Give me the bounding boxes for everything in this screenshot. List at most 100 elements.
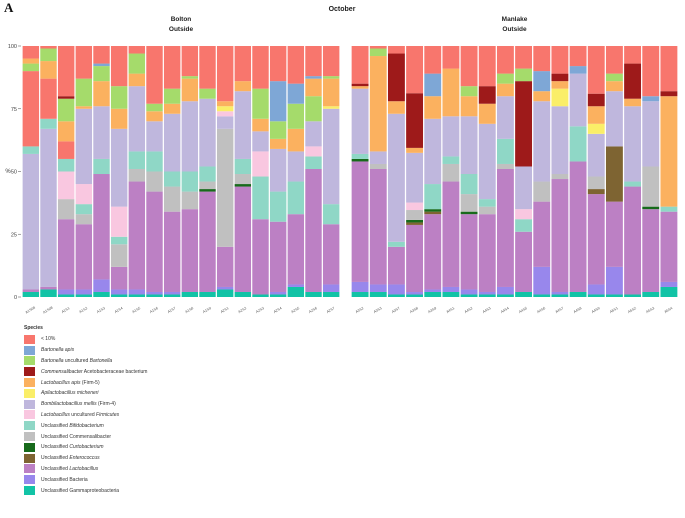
bar-segment [351, 161, 369, 282]
bar-segment [199, 88, 216, 99]
bar-segment [287, 286, 305, 297]
bar-segment [40, 118, 57, 129]
bar-segment [93, 63, 110, 67]
bar-segment [75, 224, 93, 290]
bar-segment [478, 123, 496, 200]
legend-item: Lactobacillus apis (Firm-5) [24, 377, 324, 388]
x-tick-label: A1S1 [61, 306, 71, 314]
bar-segment [199, 46, 216, 89]
bar-segment [252, 219, 269, 295]
bar-segment [128, 151, 146, 169]
bar-segment [605, 146, 623, 202]
legend-label: Unclassified Gammaproteobacteria [41, 487, 120, 494]
bar-segment [387, 101, 405, 114]
bar-segment [40, 61, 57, 79]
bar-segment [369, 48, 387, 57]
bar-segment [163, 113, 181, 172]
bar-segment [515, 68, 533, 82]
y-tick-label: 50 [11, 170, 17, 176]
bar-segment [252, 176, 269, 220]
bar-segment [460, 96, 478, 117]
x-tick-label: A3S3 [373, 306, 383, 314]
bar-segment [406, 294, 424, 297]
legend-label: Unclassified Bifidobacterium [41, 422, 104, 429]
legend-swatch [24, 421, 35, 431]
bar-segment [533, 101, 551, 182]
x-tick-label: A1S5 [132, 306, 142, 314]
bar-segment [287, 83, 305, 104]
x-tick-label: A1S08 [42, 306, 53, 315]
bar-segment [515, 231, 533, 292]
bar-segment [75, 294, 93, 297]
bar-segment [605, 81, 623, 92]
bar-segment [478, 206, 496, 215]
panel-title: Manlake [502, 16, 528, 23]
bar-segment [287, 284, 305, 287]
bar-segment [442, 68, 460, 117]
legend-swatch [24, 453, 35, 463]
bar-segment [322, 204, 340, 225]
legend-swatch [24, 399, 35, 409]
bar-segment [351, 153, 369, 159]
bar-segment [252, 151, 269, 177]
x-tick-label: A1S7 [167, 306, 177, 314]
bar-segment [93, 106, 110, 159]
bar-segment [234, 46, 252, 82]
bar-segment [269, 191, 287, 222]
bar-segment [128, 168, 146, 182]
bar-segment [269, 291, 287, 295]
y-tick-label: 0 [14, 295, 17, 301]
bar-segment [406, 152, 424, 203]
bar-segment [287, 181, 305, 215]
bar-segment [442, 286, 460, 292]
bar-segment [199, 166, 216, 182]
bar-segment [551, 291, 569, 295]
bar-segment [22, 58, 40, 64]
legend-title: Species [24, 325, 43, 331]
x-tick-label: A3S2 [355, 306, 365, 314]
legend-label: Lactobacillus apis (Firm-5) [41, 379, 100, 386]
legend-label: Bartonella apis [41, 347, 75, 354]
legend-item: Unclassified Curtobacterium [24, 442, 324, 453]
bar-segment [406, 93, 424, 148]
bar-segment [660, 211, 678, 282]
bar-segment [181, 46, 199, 77]
bar-segment [269, 294, 287, 297]
bar-segment [146, 294, 163, 297]
bar-segment [551, 294, 569, 297]
y-tick-label: 75 [11, 107, 17, 113]
bar-segment [199, 189, 216, 192]
bar-segment [406, 202, 424, 211]
bar-segment [460, 194, 478, 212]
x-tick-label: A5S2 [627, 306, 637, 314]
bar-segment [181, 76, 199, 79]
x-tick-label: A1S6 [149, 306, 159, 314]
bar-segment [234, 186, 252, 292]
bar-segment [478, 291, 496, 295]
bar-segment [442, 116, 460, 157]
bar-segment [128, 181, 146, 290]
bar-segment [57, 158, 75, 172]
legend-label: Bombilactobacillus mellis (Firm-4) [41, 401, 116, 408]
bar-segment [605, 46, 623, 74]
bar-segment [551, 46, 569, 74]
x-tick-label: A4S1 [446, 306, 456, 314]
bar-segment [660, 286, 678, 297]
bar-segment [351, 281, 369, 292]
bar-segment [269, 148, 287, 192]
bar-segment [40, 48, 57, 62]
bar-segment [642, 209, 660, 292]
bar-segment [460, 214, 478, 290]
bar-segment [424, 291, 442, 297]
bar-segment [551, 106, 569, 175]
legend-item: Bombilactobacillus mellis (Firm-4) [24, 399, 324, 410]
legend-swatch [24, 367, 35, 377]
bar-segment [351, 291, 369, 297]
bar-segment [478, 86, 496, 104]
legend-swatch [24, 464, 35, 474]
bar-segment [605, 73, 623, 82]
bar-segment [146, 103, 163, 112]
bar-segment [110, 46, 128, 87]
bar-segment [351, 86, 369, 89]
bar-segment [322, 284, 340, 292]
